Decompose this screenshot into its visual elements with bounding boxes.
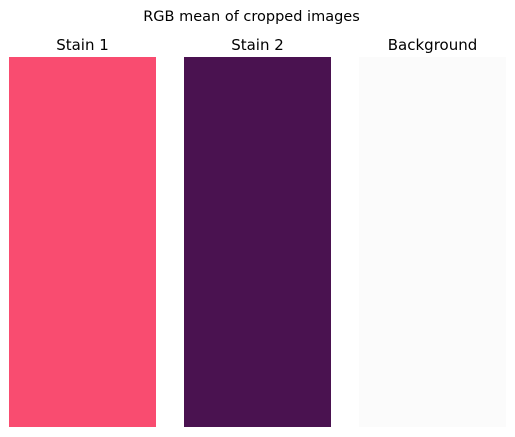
color-swatch-background xyxy=(359,57,506,427)
color-swatch-stain-1 xyxy=(9,57,156,427)
color-swatch-stain-2 xyxy=(184,57,331,427)
panel-stain-1: Stain 1 xyxy=(9,34,156,427)
panel-title-stain-1: Stain 1 xyxy=(56,36,109,54)
figure-title: RGB mean of cropped images xyxy=(143,9,360,25)
panel-background: Background xyxy=(359,34,506,427)
panel-title-stain-2: Stain 2 xyxy=(231,36,284,54)
panel-title-background: Background xyxy=(387,36,478,54)
panel-stain-2: Stain 2 xyxy=(184,34,331,427)
